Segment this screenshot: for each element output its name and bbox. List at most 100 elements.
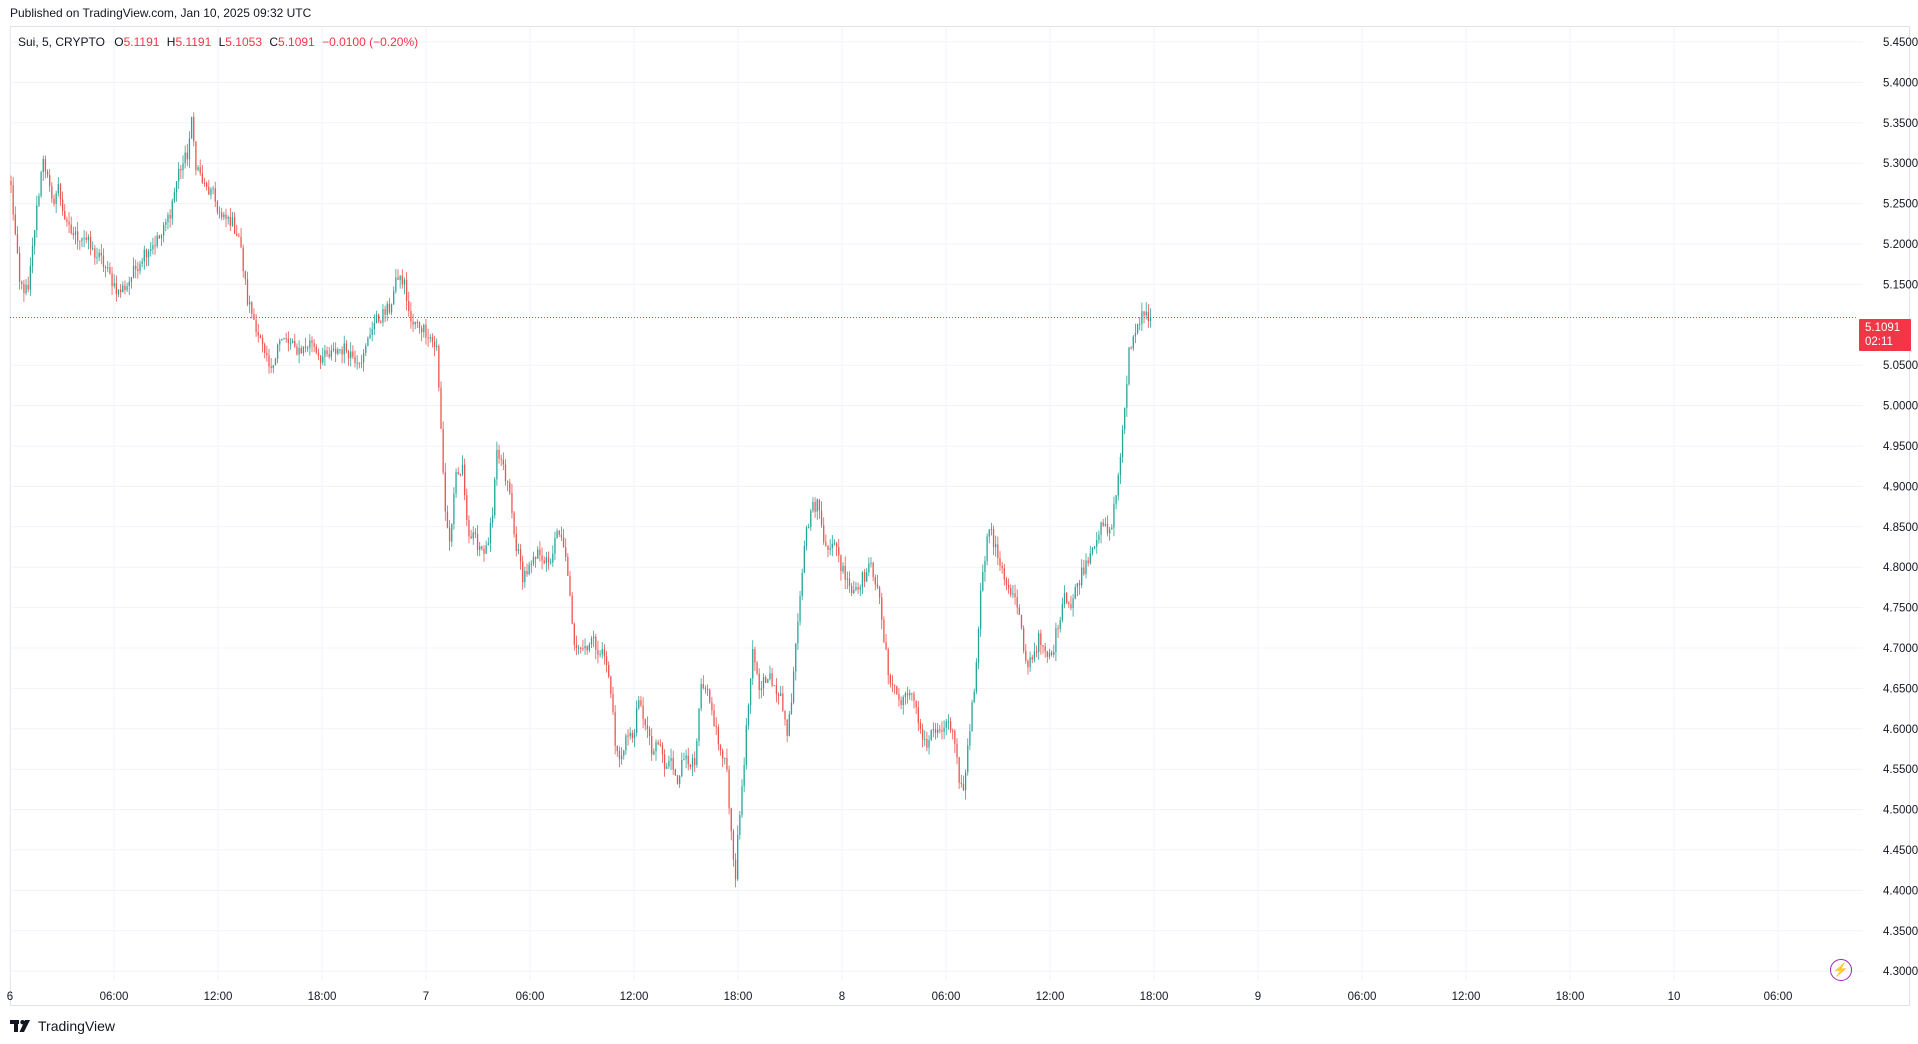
candle-body [601,649,603,655]
x-tick-label: 06:00 [932,991,961,1003]
candle-body [758,673,760,691]
candle-body [528,564,530,575]
candle-body [268,355,270,367]
candle-body [279,340,281,345]
candle-body [1096,540,1098,547]
candle-body [945,721,947,728]
candle-body [1027,660,1029,668]
candle-body [739,815,741,835]
candle-body [997,544,999,559]
candle-body [384,309,386,315]
candle-body [193,116,195,142]
candle-body [891,683,894,686]
candle-body [335,348,337,354]
candle-body [197,167,199,171]
candle-body [498,449,500,459]
candle-body [820,510,823,526]
candle-body [494,479,496,516]
candle-body [943,727,945,732]
candle-body [1044,646,1046,652]
candle-body [472,532,474,539]
x-tick-label: 12:00 [1036,991,1065,1003]
candle-body [326,350,328,355]
candle-body [139,263,141,272]
candle-body [833,543,836,545]
candle-body [831,543,833,549]
chart-frame[interactable] [10,26,1910,1006]
candle-body [792,671,795,703]
candle-body [818,499,821,511]
candle-body [53,198,55,204]
candle-body [324,350,326,357]
tradingview-logo[interactable]: TradingView [10,1018,115,1034]
published-caption: Published on TradingView.com, Jan 10, 20… [10,6,312,20]
candle-body [629,732,631,737]
candle-body [1031,657,1033,660]
candle-body [724,757,726,759]
candle-body [352,351,354,357]
candle-body [10,181,12,186]
candle-body [545,557,547,564]
candle-body [421,328,423,333]
candle-body [362,353,365,363]
candle-body [962,783,965,791]
candle-body [887,649,889,676]
candle-body [1117,475,1119,496]
candle-body [917,707,919,723]
y-tick-label: 4.5500 [1883,764,1918,776]
y-tick-label: 5.2500 [1883,199,1918,211]
price-axis: 5.4500 5.4000 5.3500 5.3000 5.2500 5.2000 5.15… [1883,37,1918,978]
candle-body [442,428,444,473]
candle-body [915,700,917,708]
candle-body [1057,628,1059,630]
candle-body [952,730,954,732]
candle-body [68,221,70,225]
candle-body [543,560,545,564]
candle-body [216,201,219,213]
candle-body [883,619,885,643]
candle-body [466,495,468,520]
candle-body [94,248,96,259]
lightning-icon[interactable]: ⚡ [1830,959,1852,981]
candle-body [300,348,302,354]
candle-body [272,365,274,369]
candle-body [722,750,724,759]
candle-body [152,245,154,250]
candle-body [444,472,446,512]
candle-body [648,729,651,737]
candle-body [513,512,515,535]
candle-body [683,759,685,761]
candle-body [741,786,743,816]
candle-body [360,362,363,364]
candle-body [593,636,595,639]
legend-high-label: H [166,35,176,49]
candle-body [36,205,38,231]
candle-body [698,708,700,742]
candle-body [902,697,904,705]
y-tick-label: 5.3500 [1883,118,1918,130]
candle-body [461,464,464,475]
candle-body [1147,311,1149,322]
candle-body [1134,332,1137,337]
legend-open: 5.1191 [123,35,160,49]
candle-body [122,285,124,292]
candle-body [313,343,315,347]
candle-body [347,351,350,359]
candle-body [1093,546,1096,549]
candle-body [1066,593,1068,603]
candle-body [539,549,541,556]
candle-body [31,245,34,267]
candle-body [1035,651,1038,653]
candle-body [113,283,115,287]
candle-body [889,675,891,684]
candle-body [1020,614,1023,629]
candle-body [534,556,537,559]
candle-body [855,587,857,590]
candle-body [730,808,732,832]
candle-body [1115,495,1117,504]
candle-body [163,224,165,236]
candle-body [264,344,266,353]
candle-body [242,247,244,272]
candle-body [1141,311,1143,324]
